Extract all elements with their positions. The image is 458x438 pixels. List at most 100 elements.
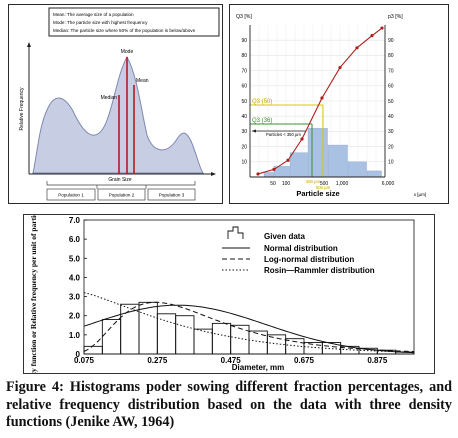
distribution-schematic-svg: Mean: The average size of a population M… [19, 7, 220, 201]
cumulative-points [256, 26, 384, 176]
particle-size-chart-panel: Q3 (50) Q3 (36) Particles < 350 µm 350 µ… [229, 4, 449, 204]
y-tick-right: 40 [388, 114, 394, 120]
cumulative-point [256, 172, 260, 176]
x-tick-labels: 0.075 0.275 0.475 0.675 0.875 [74, 351, 388, 365]
x-tick: 0.875 [367, 356, 388, 365]
particle-size-chart-svg: Q3 (50) Q3 (36) Particles < 350 µm 350 µ… [236, 14, 426, 198]
y-tick-labels: 10 10 20 20 30 30 40 40 50 50 60 60 70 70 80 80 90 90 [241, 38, 393, 166]
rosin-rammler-curve [83, 292, 415, 353]
cumulative-point [380, 26, 384, 30]
x-axis-title: Diameter, mm [232, 363, 284, 372]
histogram-bar [327, 144, 348, 178]
quantile-guides: Q3 (50) Q3 (36) Particles < 350 µm 350 µ… [250, 99, 331, 190]
x-tick: 100 [282, 181, 291, 187]
x-tick: 0.675 [294, 356, 315, 365]
density-legend: Given data Normal distribution Log-norma… [222, 226, 375, 275]
x-axis-title: Particle size [296, 189, 339, 198]
population-box [46, 188, 96, 201]
legend-rosin: Rosin—Rammler distribution [264, 266, 375, 275]
cumulative-point [355, 46, 359, 50]
given-data-bar [193, 328, 213, 355]
cumulative-point [300, 137, 304, 141]
legend-histogram-swatch [227, 226, 244, 239]
cumulative-point [286, 158, 290, 162]
mode-label: Mode [121, 49, 134, 55]
y-tick-right: 60 [388, 84, 394, 90]
x-annot-500: 500 µm [316, 185, 331, 190]
x-tick: 0.275 [147, 356, 168, 365]
population-label: Population 3 [159, 193, 185, 198]
y-tick-left: 70 [241, 68, 247, 74]
x-tick: 500 [320, 181, 329, 187]
density-function-chart-panel: Density function or Relative frequency p… [23, 193, 435, 392]
y-tick-right: 70 [388, 68, 394, 74]
given-data-bar [303, 342, 323, 355]
x-tick: 1,000 [336, 181, 349, 187]
x-axis-label: Grain Size [108, 177, 132, 183]
particles-label: Particles < 350 µm [266, 132, 301, 137]
y-axis-label: Relative Frequency [19, 87, 25, 131]
legend-mode: Mode: The particle size with highest fre… [53, 20, 148, 25]
histogram-bar [263, 172, 274, 178]
given-data-bar [138, 301, 158, 355]
y-tick: 0 [76, 350, 81, 359]
given-data-bar [248, 330, 268, 355]
mean-label: Mean [136, 78, 149, 84]
cumulative-point [272, 167, 276, 171]
y-tick: 7.0 [69, 216, 81, 225]
y-tick-left: 20 [241, 144, 247, 150]
cumulative-point [370, 34, 374, 38]
y-tick: 2.0 [69, 312, 81, 321]
cumulative-point [320, 96, 324, 100]
right-axis-label: p3 [%] [388, 14, 403, 20]
given-data-bar [266, 334, 287, 355]
y-tick-right: 30 [388, 129, 394, 135]
distribution-schematic-panel: Mean: The average size of a population M… [8, 4, 223, 204]
population-box [147, 188, 196, 201]
legend-normal: Normal distribution [264, 244, 338, 253]
population-bracket [46, 181, 196, 186]
normal-distribution-curve [83, 304, 415, 354]
x-annot-350: 350 µm [306, 179, 321, 184]
x-tick: 50 [270, 181, 276, 187]
plot-frame [83, 219, 415, 355]
y-tick-labels: 0 1.0 2.0 3.0 4.0 5.0 6.0 7.0 [69, 216, 87, 359]
q36-label: Q3 (36) [252, 118, 272, 124]
y-tick: 6.0 [69, 235, 81, 244]
given-data-bar [101, 319, 122, 355]
y-tick-left: 30 [241, 129, 247, 135]
x-tick: 0.475 [221, 356, 242, 365]
legend-mean: Mean: The average size of a population [53, 12, 134, 17]
histogram-bar [366, 170, 382, 178]
y-tick-left: 40 [241, 114, 247, 120]
left-axis-label: Q3 [%] [236, 14, 252, 20]
median-label: Median [101, 95, 118, 101]
lognormal-distribution-curve [83, 301, 415, 352]
y-tick-left: 90 [241, 38, 247, 44]
x-tick: 0.075 [74, 356, 95, 365]
legend-lognormal: Log-normal distribution [264, 255, 354, 264]
given-data-bar [175, 315, 195, 355]
legend-given-data: Given data [264, 232, 305, 241]
given-data-bar [156, 313, 177, 355]
q50-label: Q3 (50) [252, 99, 272, 105]
y-tick-right: 80 [388, 53, 394, 59]
population-label: Population 2 [109, 193, 135, 198]
y-tick-right: 10 [388, 160, 394, 166]
y-tick-right: 50 [388, 99, 394, 105]
population-label: Population 1 [58, 193, 84, 198]
y-tick: 1.0 [69, 331, 81, 340]
histogram-bar [289, 152, 308, 178]
cumulative-point [338, 65, 342, 70]
figure-caption: Figure 4: Histograms poder sowing differ… [6, 379, 452, 430]
y-tick: 5.0 [69, 254, 81, 263]
y-tick-left: 60 [241, 84, 247, 90]
y-axis-arrow [27, 42, 31, 47]
y-tick-right: 20 [388, 144, 394, 150]
x-tick: 6,000 [382, 181, 395, 187]
y-tick-left: 50 [241, 99, 247, 105]
histogram-bar [307, 128, 328, 178]
y-tick-left: 10 [241, 160, 247, 166]
y-tick-right: 90 [388, 38, 394, 44]
density-chart-svg: Density function or Relative frequency p… [29, 193, 415, 392]
